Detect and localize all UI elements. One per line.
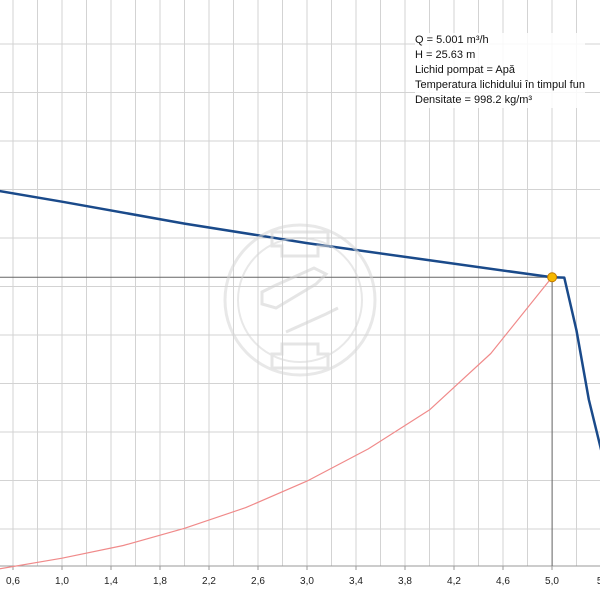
x-tick-label: 1,8 bbox=[153, 576, 167, 587]
x-tick-label: 5, bbox=[597, 576, 600, 587]
x-tick-label: 0,6 bbox=[6, 576, 20, 587]
x-tick-label: 3,8 bbox=[398, 576, 412, 587]
x-tick-label: 2,2 bbox=[202, 576, 216, 587]
operating-point-marker bbox=[547, 272, 558, 283]
info-head: H = 25.63 m bbox=[415, 49, 476, 61]
x-tick-label: 3,0 bbox=[300, 576, 314, 587]
x-axis-ticks: 0,6 1,0 1,4 1,8 2,2 2,6 3,0 3,4 3,8 4,2 4,6 5,0 5, bbox=[6, 566, 600, 587]
x-tick-label: 3,4 bbox=[349, 576, 363, 587]
x-tick-label: 4,2 bbox=[447, 576, 461, 587]
x-tick-label: 5,0 bbox=[545, 576, 559, 587]
x-tick-label: 1,4 bbox=[104, 576, 118, 587]
operating-point-guides bbox=[0, 276, 553, 566]
info-liquid: Lichid pompat = Apă bbox=[415, 64, 515, 76]
info-density: Densitate = 998.2 kg/m³ bbox=[415, 94, 533, 106]
info-box: Q = 5.001 m³/h H = 25.63 m Lichid pompat… bbox=[415, 33, 585, 108]
x-tick-label: 1,0 bbox=[55, 576, 69, 587]
logo-watermark bbox=[223, 223, 377, 377]
operating-point-dot bbox=[547, 272, 558, 283]
series-group bbox=[0, 189, 600, 570]
x-tick-label: 2,6 bbox=[251, 576, 265, 587]
info-flow: Q = 5.001 m³/h bbox=[415, 34, 489, 46]
info-temperature: Temperatura lichidului în timpul fun bbox=[415, 79, 585, 91]
system-curve bbox=[0, 276, 553, 570]
pump-head-curve bbox=[0, 189, 600, 451]
x-tick-label: 4,6 bbox=[496, 576, 510, 587]
